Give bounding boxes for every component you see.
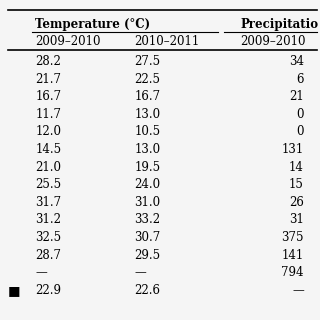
Text: 0: 0 bbox=[297, 108, 304, 121]
Text: 28.2: 28.2 bbox=[35, 55, 61, 68]
Text: 14: 14 bbox=[289, 161, 304, 174]
Text: 2009–2010: 2009–2010 bbox=[240, 35, 306, 48]
Text: 2009–2010: 2009–2010 bbox=[35, 35, 101, 48]
Text: 22.9: 22.9 bbox=[35, 284, 61, 297]
Text: 31.7: 31.7 bbox=[35, 196, 61, 209]
Text: 30.7: 30.7 bbox=[134, 231, 161, 244]
Text: 6: 6 bbox=[297, 73, 304, 86]
Text: 12.0: 12.0 bbox=[35, 125, 61, 139]
Text: 16.7: 16.7 bbox=[35, 90, 61, 103]
Text: 25.5: 25.5 bbox=[35, 178, 61, 191]
Text: 24.0: 24.0 bbox=[134, 178, 161, 191]
Text: 14.5: 14.5 bbox=[35, 143, 61, 156]
Text: 2010–2011: 2010–2011 bbox=[134, 35, 200, 48]
Text: 31.0: 31.0 bbox=[134, 196, 161, 209]
Text: 15: 15 bbox=[289, 178, 304, 191]
Text: 22.5: 22.5 bbox=[134, 73, 160, 86]
Text: 21.0: 21.0 bbox=[35, 161, 61, 174]
Text: 19.5: 19.5 bbox=[134, 161, 161, 174]
Text: 32.5: 32.5 bbox=[35, 231, 61, 244]
Text: Temperature (°C): Temperature (°C) bbox=[35, 18, 150, 31]
Text: 375: 375 bbox=[282, 231, 304, 244]
Text: 794: 794 bbox=[282, 266, 304, 279]
Text: 13.0: 13.0 bbox=[134, 143, 161, 156]
Text: 27.5: 27.5 bbox=[134, 55, 161, 68]
Text: 21.7: 21.7 bbox=[35, 73, 61, 86]
Text: —: — bbox=[292, 284, 304, 297]
Text: 31.2: 31.2 bbox=[35, 213, 61, 227]
Text: 131: 131 bbox=[282, 143, 304, 156]
Text: 10.5: 10.5 bbox=[134, 125, 161, 139]
Text: 34: 34 bbox=[289, 55, 304, 68]
Text: 28.7: 28.7 bbox=[35, 249, 61, 262]
Text: 29.5: 29.5 bbox=[134, 249, 161, 262]
Text: ■: ■ bbox=[8, 284, 20, 297]
Text: 33.2: 33.2 bbox=[134, 213, 161, 227]
Text: 31: 31 bbox=[289, 213, 304, 227]
Text: Precipitatio: Precipitatio bbox=[240, 18, 318, 31]
Text: —: — bbox=[134, 266, 146, 279]
Text: 22.6: 22.6 bbox=[134, 284, 160, 297]
Text: 13.0: 13.0 bbox=[134, 108, 161, 121]
Text: 16.7: 16.7 bbox=[134, 90, 161, 103]
Text: 141: 141 bbox=[282, 249, 304, 262]
Text: 26: 26 bbox=[289, 196, 304, 209]
Text: —: — bbox=[35, 266, 47, 279]
Text: 0: 0 bbox=[297, 125, 304, 139]
Text: 21: 21 bbox=[289, 90, 304, 103]
Text: 11.7: 11.7 bbox=[35, 108, 61, 121]
